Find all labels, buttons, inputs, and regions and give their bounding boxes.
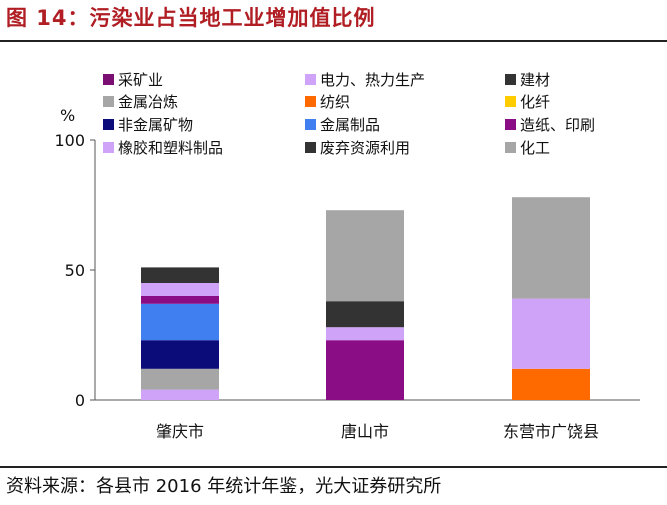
bar-segment [326,210,404,302]
legend-swatch [103,142,114,153]
x-tick-label: 唐山市 [341,422,389,441]
y-tick-label: 0 [75,391,85,410]
bars [141,197,590,400]
legend-swatch [505,142,516,153]
legend-swatch [305,142,316,153]
legend-label: 化工 [520,139,550,157]
legend-swatch [505,119,516,130]
legend-label: 金属制品 [320,116,380,134]
legend-label: 纺织 [320,93,350,111]
bar-segment [141,340,219,369]
bar-segment [141,389,219,400]
bar-segment [141,296,219,304]
legend-swatch [103,96,114,107]
y-tick-label: 50 [65,261,85,280]
bar-segment [141,303,219,341]
legend-label: 造纸、印刷 [520,116,595,134]
legend-swatch [505,96,516,107]
bar-segment [326,340,404,400]
bar-segment [512,197,590,299]
source-note: 资料来源：各县市 2016 年统计年鉴，光大证券研究所 [6,476,442,497]
bottom-divider [0,466,667,468]
bar-segment [141,267,219,283]
chart-title: 图 14：污染业占当地工业增加值比例 [6,6,376,30]
legend-label: 金属冶炼 [118,93,178,111]
legend-label: 橡胶和塑料制品 [118,139,223,157]
bar-segment [326,327,404,341]
y-tick-label: 100 [54,131,85,150]
legend-swatch [505,74,516,85]
y-axis-unit: % [60,106,75,125]
top-divider [0,40,667,42]
legend-label: 电力、热力生产 [320,71,425,89]
bar-segment [141,368,219,390]
x-tick-label: 肇庆市 [156,422,204,441]
bar-segment [141,283,219,296]
bar-segment [326,301,404,328]
legend-label: 化纤 [520,93,550,111]
legend-swatch [305,74,316,85]
legend-swatch [103,119,114,130]
bar-segment [512,298,590,369]
legend-swatch [103,74,114,85]
legend-label: 采矿业 [118,71,163,89]
legend-label: 非金属矿物 [118,116,193,134]
x-tick-label: 东营市广饶县 [503,422,599,441]
legend-swatch [305,96,316,107]
legend-label: 废弃资源利用 [320,139,410,157]
legend-label: 建材 [520,71,550,89]
legend-swatch [305,119,316,130]
bar-segment [512,368,590,400]
